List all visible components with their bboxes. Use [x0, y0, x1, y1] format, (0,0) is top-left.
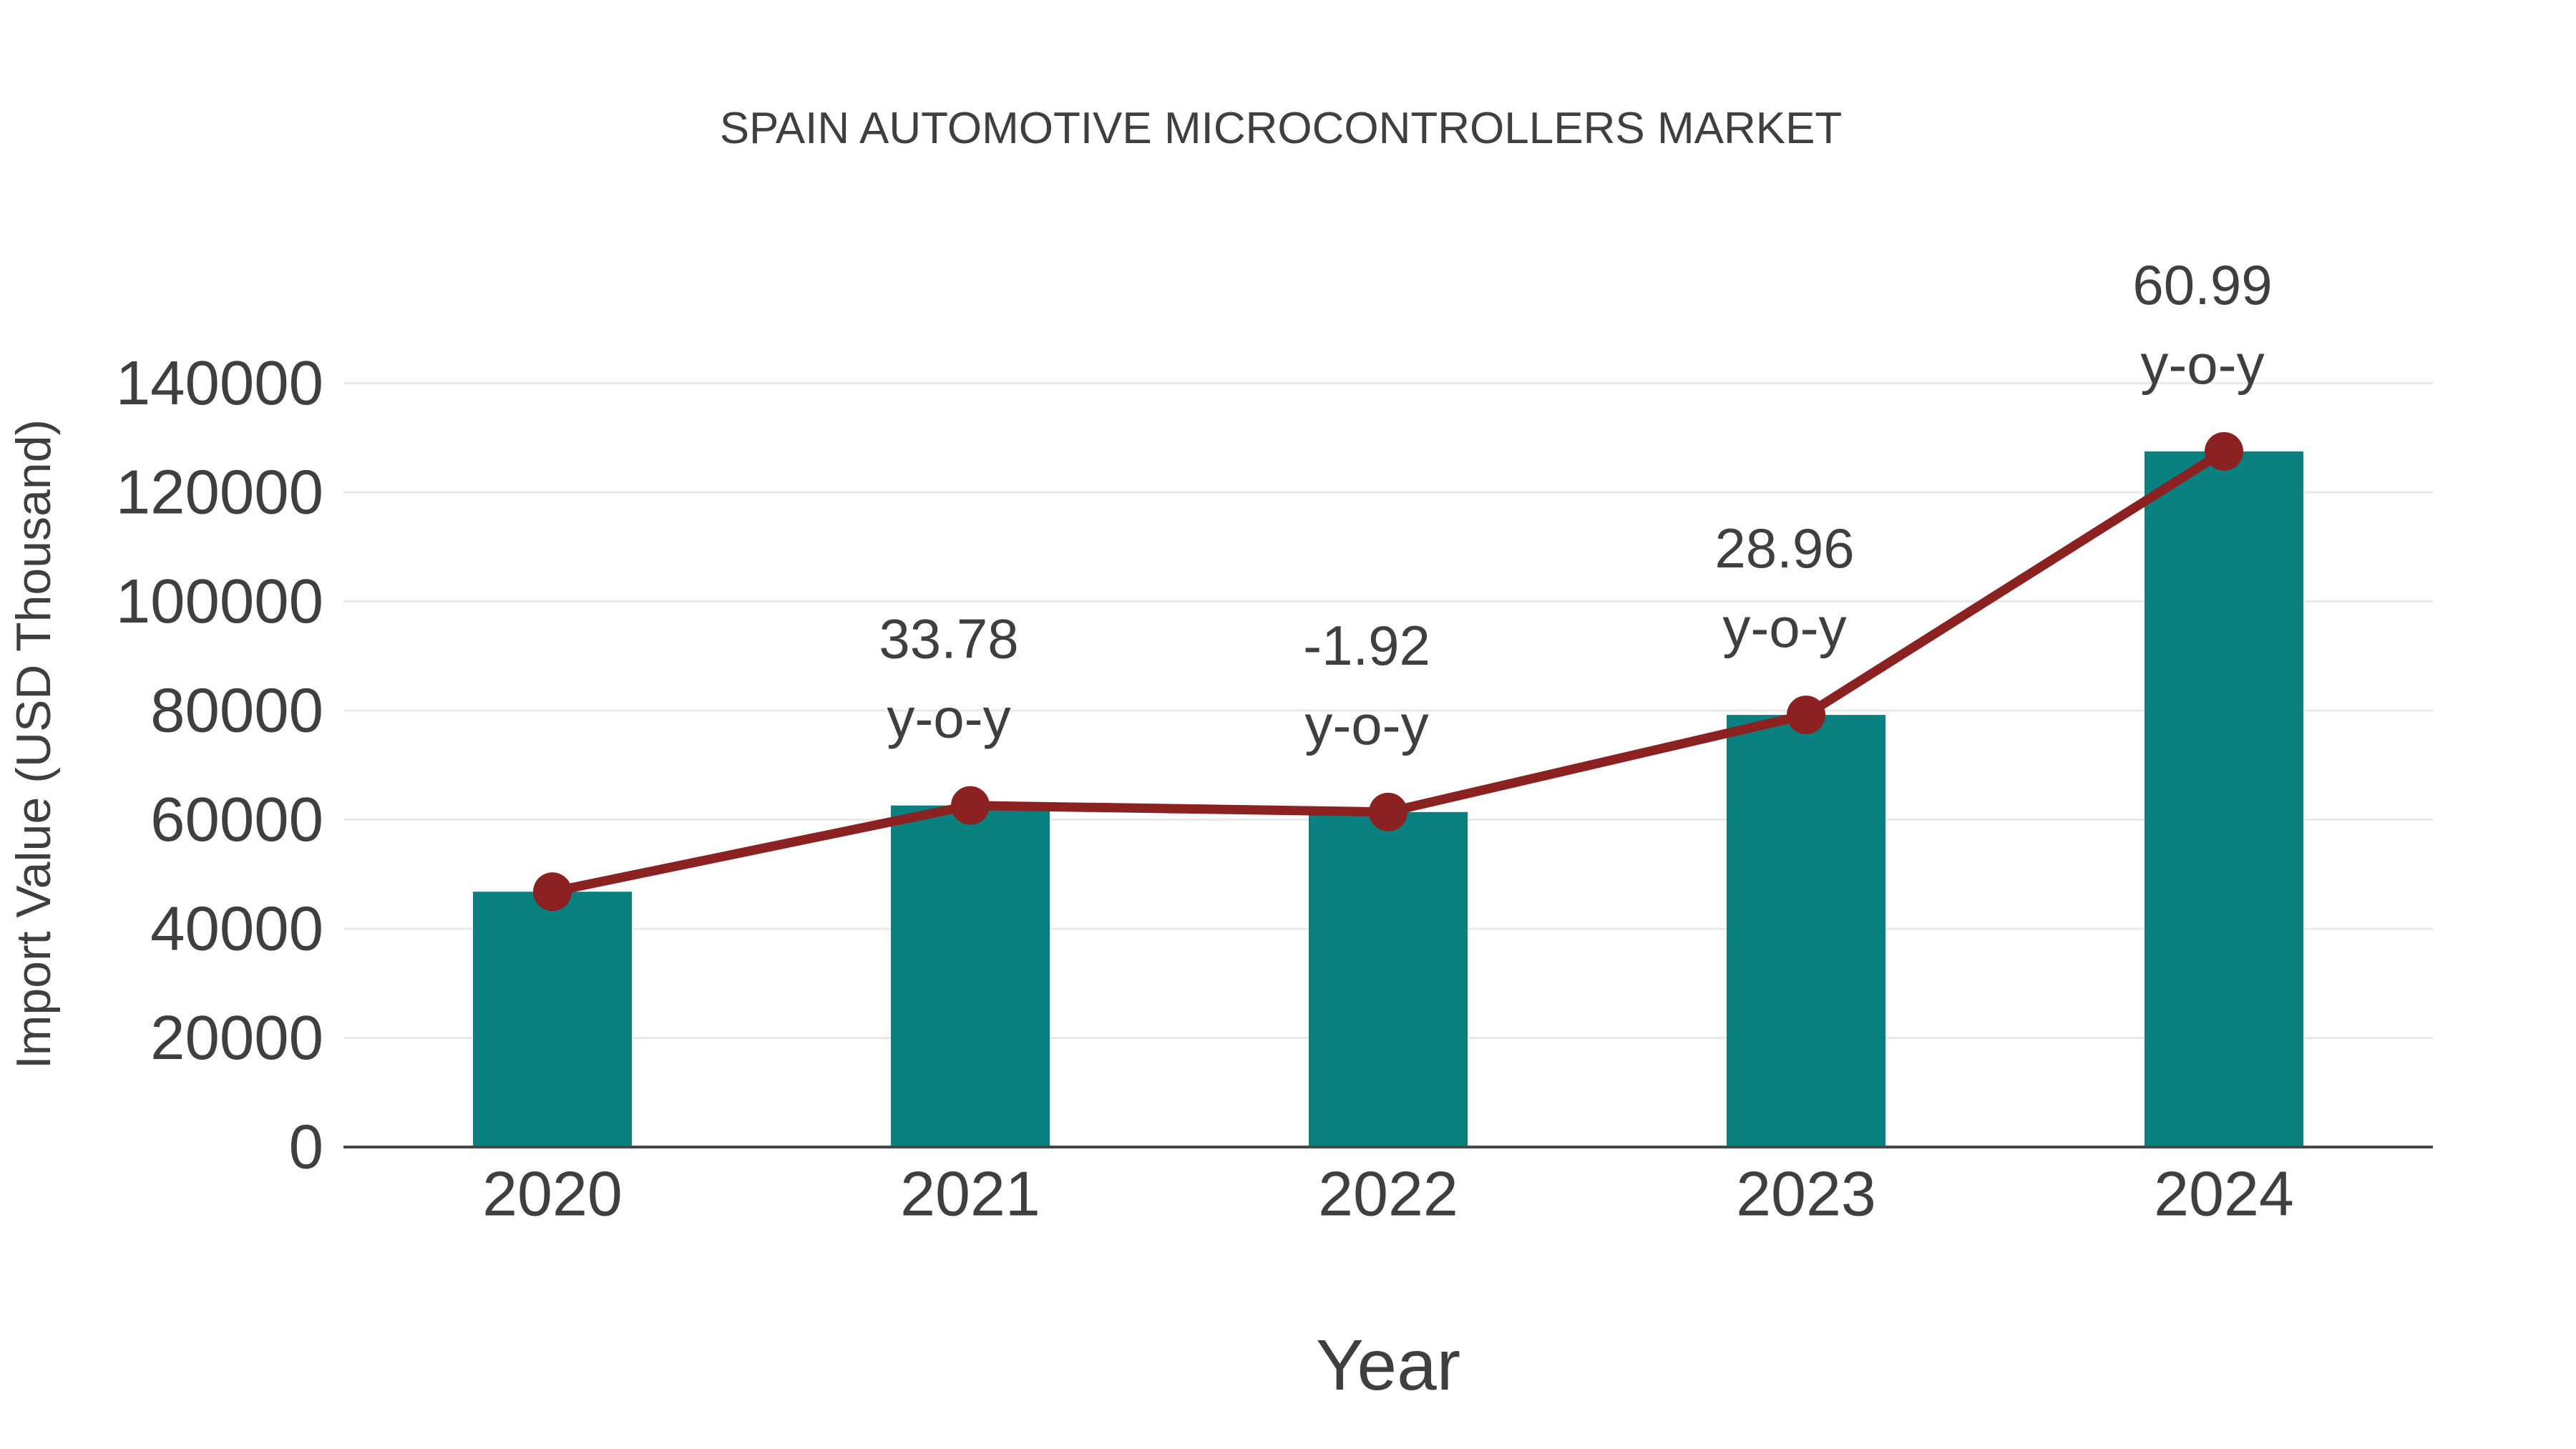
data-point-2022	[1369, 792, 1407, 831]
annotation-2022-value: -1.92	[1303, 614, 1430, 677]
y-tick-label-40000: 40000	[150, 894, 323, 964]
data-point-2024	[2205, 431, 2243, 471]
annotation-2021-suffix: y-o-y	[887, 687, 1010, 750]
data-point-2021	[951, 786, 990, 825]
x-tick-label-2022: 2022	[1318, 1158, 1458, 1229]
plot-area: 0 20000 40000 60000 80000 100000 120000 140000 3…	[116, 253, 2433, 1229]
y-axis-title: Import Value (USD Thousand)	[6, 419, 61, 1069]
bar-2020	[473, 892, 632, 1147]
annotation-2024-value: 60.99	[2132, 253, 2272, 316]
y-tick-label-60000: 60000	[150, 785, 323, 854]
y-tick-label-80000: 80000	[150, 676, 323, 746]
y-tick-label-0: 0	[289, 1113, 323, 1182]
chart-title: SPAIN AUTOMOTIVE MICROCONTROLLERS MARKET	[720, 104, 1843, 153]
annotation-2023-value: 28.96	[1714, 517, 1854, 580]
x-tick-label-2024: 2024	[2154, 1158, 2294, 1229]
y-tick-label-100000: 100000	[116, 567, 323, 636]
x-tick-label-2021: 2021	[900, 1158, 1040, 1229]
bar-2024	[2145, 451, 2303, 1147]
data-point-2020	[533, 872, 572, 912]
annotation-2022-suffix: y-o-y	[1304, 693, 1428, 756]
x-tick-label-2020: 2020	[482, 1158, 623, 1229]
bar-2021	[891, 805, 1050, 1147]
data-point-2023	[1787, 696, 1825, 735]
x-tick-label-2023: 2023	[1736, 1158, 1876, 1229]
y-tick-label-120000: 120000	[116, 458, 323, 527]
y-tick-label-20000: 20000	[150, 1003, 323, 1073]
bar-2023	[1727, 715, 1885, 1147]
annotation-2023-suffix: y-o-y	[1722, 596, 1846, 659]
bar-2022	[1309, 811, 1468, 1147]
annotation-2021-value: 33.78	[879, 608, 1018, 670]
annotation-2024-suffix: y-o-y	[2140, 333, 2264, 396]
y-tick-label-140000: 140000	[116, 348, 323, 418]
x-axis-title: Year	[1316, 1325, 1460, 1405]
